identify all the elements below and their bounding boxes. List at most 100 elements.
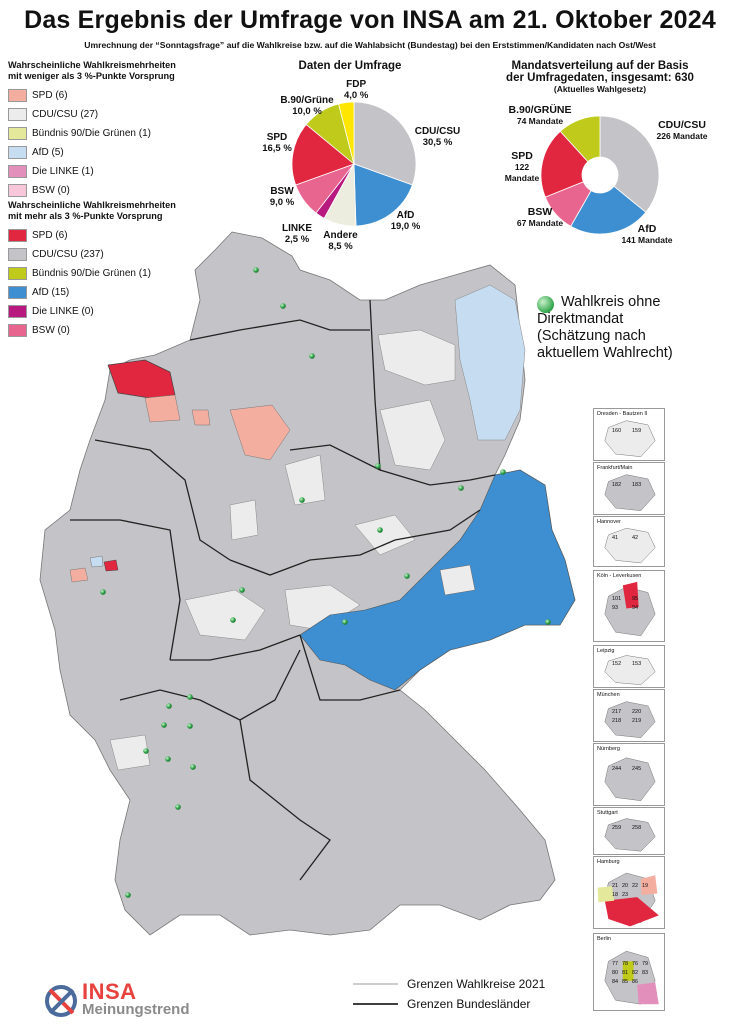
legend-under-item: BSW (0) [8, 181, 176, 200]
legend-swatch [8, 89, 27, 102]
note-line1: Wahlkreis ohne [561, 294, 661, 310]
region-cdu-light-6 [109, 734, 151, 771]
pie2-label-afd: AfD 141 Mandate [621, 223, 673, 246]
pie1-slice-fdp [338, 101, 355, 165]
inset-label: Hamburg [597, 859, 620, 865]
inset-district-number: 159 [632, 427, 642, 434]
legend-swatch [8, 146, 27, 159]
pie2-slice-spd [540, 130, 589, 198]
legend-under-item: Bündnis 90/Die Grünen (1) [8, 124, 176, 143]
city-inset: Nürnberg 244 245 [593, 743, 665, 806]
region-cdu-light-3 [229, 499, 259, 541]
inset-district-number: 218 [612, 717, 622, 724]
mandate-title-note: (Aktuelles Wahlgesetz) [553, 84, 647, 94]
region-spd-light-1 [144, 394, 181, 423]
legend-label: AfD (5) [32, 147, 64, 158]
inset-district-number: 245 [632, 766, 642, 773]
inset-label: Nürnberg [597, 746, 620, 752]
legend-swatch [8, 184, 27, 197]
legend-under-item: Die LINKE (1) [8, 162, 176, 181]
legend-heading-line2: mit weniger als 3 %-Punkte Vorsprung [8, 71, 175, 81]
pie2-slice-afd [570, 185, 647, 235]
inset-area-gruene [597, 886, 615, 903]
inset-district-number: 41 [612, 534, 619, 541]
inset-area-linke [637, 982, 659, 1005]
pie1-label-afd: AfD 19,0 % [390, 210, 421, 232]
pie2-label-spd: SPD 122 Mandate [504, 150, 540, 184]
region-cdu-light-5 [284, 584, 361, 631]
inset-district-number: 153 [632, 661, 642, 668]
legend-over-item: Die LINKE (0) [8, 302, 176, 321]
region-cdu-light-ne [377, 329, 456, 386]
inset-district-number: 152 [612, 661, 622, 668]
inset-label: Köln - Leverkusen [597, 573, 642, 579]
region-afd-strong [299, 469, 576, 691]
inset-district-number: 93 [612, 605, 619, 612]
inset-district-number: 95 [632, 596, 639, 603]
note-line4: aktuellem Wahlrecht) [537, 345, 673, 361]
inset-district-number: 23 [622, 891, 629, 898]
pie1-slice-spd [291, 123, 355, 186]
legend-label: BSW (0) [32, 185, 70, 196]
pie1-slice-cdu-csu [353, 101, 417, 186]
state-borders [70, 299, 496, 881]
inset-shape [604, 581, 656, 637]
region-spd-strong-ruhr [103, 559, 119, 572]
inset-district-number: 160 [612, 427, 622, 434]
inset-area [604, 420, 656, 457]
inset-district-number: 217 [612, 708, 622, 715]
inset-label: München [597, 692, 620, 698]
inset-shape [604, 818, 656, 852]
legend-swatch [8, 229, 27, 242]
legend-swatch [8, 305, 27, 318]
mandate-title-line2: der Umfragedaten, insgesamt: 630 [506, 72, 694, 84]
inset-district-number: 79 [642, 961, 649, 968]
legend-label: Die LINKE (0) [32, 306, 94, 317]
legend-swatch [8, 324, 27, 337]
inset-shape [604, 757, 656, 801]
region-spd-light-3 [191, 409, 211, 426]
region-afd-leipzig [439, 564, 476, 596]
mandate-pie-title: Mandatsverteilung auf der Basis der Umfr… [470, 60, 730, 94]
inset-area [604, 818, 656, 852]
inset-area-gruene [622, 961, 634, 981]
region-cdu-light-2 [284, 454, 326, 506]
pie2-slice-b-90-gr-ne [559, 115, 601, 163]
inset-district-number: 258 [632, 824, 642, 831]
inset-shape [604, 420, 656, 457]
inset-district-number: 80 [612, 970, 619, 977]
legend-label: BSW (0) [32, 325, 70, 336]
inset-shape [604, 950, 659, 1005]
city-inset: München 217 220 218 219 [593, 689, 665, 742]
inset-district-number: 219 [632, 717, 642, 724]
inset-district-number: 83 [642, 970, 649, 977]
inset-shape [604, 527, 656, 564]
region-spd-light-2 [229, 404, 291, 461]
pie1-label-bsw: BSW 9,0 % [269, 186, 295, 208]
logo-brand: INSA [82, 979, 137, 1004]
page-subtitle: Umrechnung der “Sonntagsfrage” auf die W… [84, 40, 656, 50]
legend-wahlkreise: Grenzen Wahlkreise 2021 [407, 977, 546, 991]
pie2-label-gruene: B.90/GRÜNE 74 Mandate [508, 104, 572, 127]
legend-label: Die LINKE (1) [32, 166, 94, 177]
legend-label: CDU/CSU (27) [32, 109, 99, 120]
inset-district-number: 94 [632, 605, 639, 612]
inset-label: Leipzig [597, 648, 615, 654]
survey-pie-chart [291, 101, 417, 227]
region-spd-strong-north [107, 359, 176, 399]
border-legend-lines [353, 983, 398, 1005]
inset-district-number: 76 [632, 961, 639, 968]
inset-district-number: 77 [612, 961, 619, 968]
inset-label: Berlin [597, 936, 612, 942]
legend-swatch [8, 286, 27, 299]
pie2-label-cdu: CDU/CSU 226 Mandate [656, 119, 708, 142]
city-inset: Leipzig 152 153 [593, 645, 665, 688]
pie1-label-gruene: B.90/Grüne 10,0 % [280, 95, 334, 117]
inset-district-number: 244 [612, 766, 622, 773]
mandate-title-line1: Mandatsverteilung auf der Basis [511, 60, 689, 72]
city-inset: Hamburg 21 20 22 19 18 23 [593, 856, 665, 929]
mandate-pie-chart [540, 115, 660, 235]
region-afd-light-ne [454, 284, 526, 441]
inset-label: Stuttgart [597, 810, 618, 816]
legend-swatch [8, 248, 27, 261]
